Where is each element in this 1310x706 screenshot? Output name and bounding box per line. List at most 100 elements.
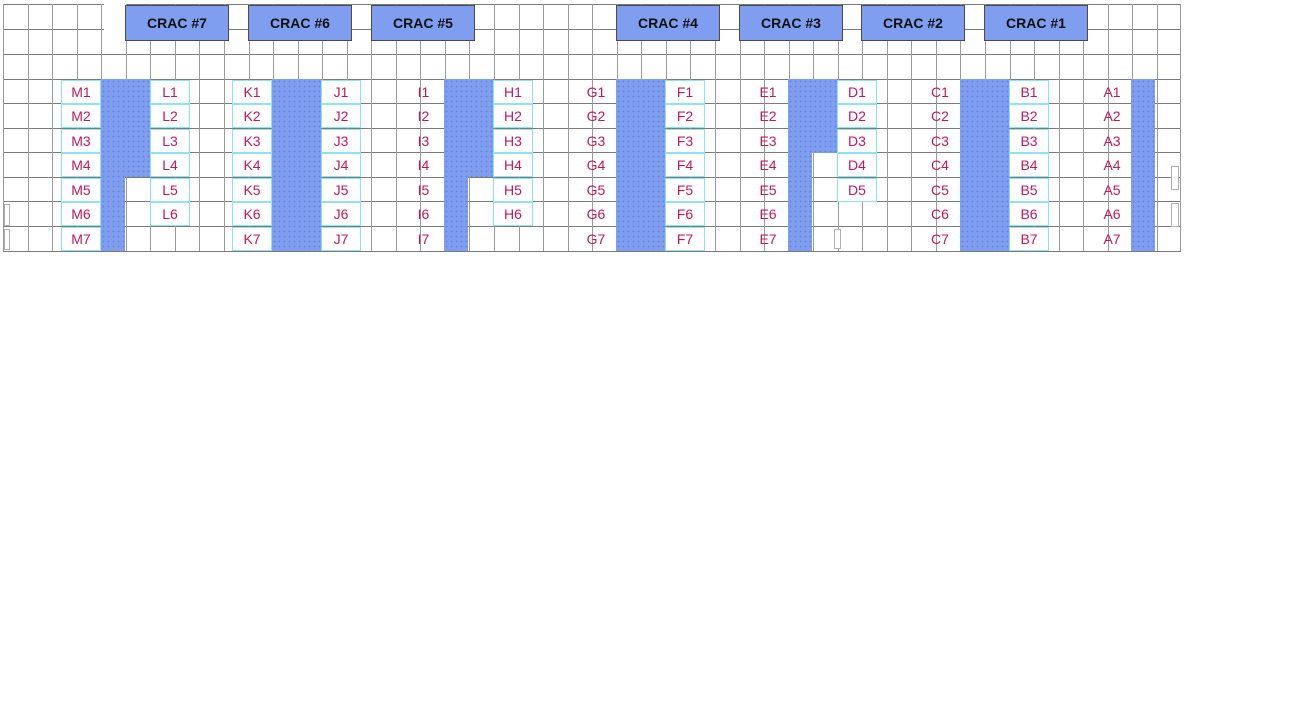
rack-g4[interactable]: G4 bbox=[586, 157, 606, 173]
rack-f7[interactable]: F7 bbox=[665, 227, 705, 251]
rack-m3[interactable]: M3 bbox=[61, 129, 101, 153]
rack-d5[interactable]: D5 bbox=[837, 178, 877, 202]
rack-l6[interactable]: L6 bbox=[150, 202, 190, 226]
crac-unit-7[interactable]: CRAC #7 bbox=[125, 5, 229, 41]
rack-b5[interactable]: B5 bbox=[1009, 178, 1049, 202]
rack-b4[interactable]: B4 bbox=[1009, 153, 1049, 177]
rack-c4[interactable]: C4 bbox=[931, 157, 949, 173]
rack-i5[interactable]: I5 bbox=[417, 182, 430, 198]
rack-b2[interactable]: B2 bbox=[1009, 104, 1049, 128]
rack-g3[interactable]: G3 bbox=[586, 133, 606, 149]
rack-k4[interactable]: K4 bbox=[232, 153, 272, 177]
rack-g5[interactable]: G5 bbox=[586, 182, 606, 198]
rack-k6[interactable]: K6 bbox=[232, 202, 272, 226]
rack-b1[interactable]: B1 bbox=[1009, 80, 1049, 104]
rack-h1[interactable]: H1 bbox=[493, 80, 533, 104]
rack-j4[interactable]: J4 bbox=[321, 153, 361, 177]
equipment-tag bbox=[1171, 203, 1179, 227]
rack-a4[interactable]: A4 bbox=[1103, 157, 1121, 173]
rack-e1[interactable]: E1 bbox=[759, 84, 777, 100]
rack-l2[interactable]: L2 bbox=[150, 104, 190, 128]
rack-e4[interactable]: E4 bbox=[759, 157, 777, 173]
rack-d3[interactable]: D3 bbox=[837, 129, 877, 153]
crac-unit-2[interactable]: CRAC #2 bbox=[861, 5, 965, 41]
rack-i1[interactable]: I1 bbox=[417, 84, 430, 100]
rack-e5[interactable]: E5 bbox=[759, 182, 777, 198]
rack-a5[interactable]: A5 bbox=[1103, 182, 1121, 198]
rack-c7[interactable]: C7 bbox=[931, 231, 949, 247]
crac-unit-1[interactable]: CRAC #1 bbox=[984, 5, 1088, 41]
rack-k5[interactable]: K5 bbox=[232, 178, 272, 202]
rack-e3[interactable]: E3 bbox=[759, 133, 777, 149]
rack-g6[interactable]: G6 bbox=[586, 206, 606, 222]
rack-d2[interactable]: D2 bbox=[837, 104, 877, 128]
rack-k2[interactable]: K2 bbox=[232, 104, 272, 128]
rack-l4[interactable]: L4 bbox=[150, 153, 190, 177]
crac-unit-4[interactable]: CRAC #4 bbox=[616, 5, 720, 41]
grid-line-vertical bbox=[740, 4, 741, 251]
rack-a2[interactable]: A2 bbox=[1103, 108, 1121, 124]
rack-g1[interactable]: G1 bbox=[586, 84, 606, 100]
grid-line-vertical bbox=[764, 4, 765, 251]
rack-c5[interactable]: C5 bbox=[931, 182, 949, 198]
rack-j7[interactable]: J7 bbox=[321, 227, 361, 251]
rack-j5[interactable]: J5 bbox=[321, 178, 361, 202]
rack-e6[interactable]: E6 bbox=[759, 206, 777, 222]
rack-h3[interactable]: H3 bbox=[493, 129, 533, 153]
rack-j6[interactable]: J6 bbox=[321, 202, 361, 226]
rack-f5[interactable]: F5 bbox=[665, 178, 705, 202]
rack-i6[interactable]: I6 bbox=[417, 206, 430, 222]
rack-c2[interactable]: C2 bbox=[931, 108, 949, 124]
rack-a3[interactable]: A3 bbox=[1103, 133, 1121, 149]
rack-a1[interactable]: A1 bbox=[1103, 84, 1121, 100]
rack-k7[interactable]: K7 bbox=[232, 227, 272, 251]
rack-f4[interactable]: F4 bbox=[665, 153, 705, 177]
crac-unit-3[interactable]: CRAC #3 bbox=[739, 5, 843, 41]
rack-a6[interactable]: A6 bbox=[1103, 206, 1121, 222]
rack-g2[interactable]: G2 bbox=[586, 108, 606, 124]
rack-j3[interactable]: J3 bbox=[321, 129, 361, 153]
rack-c1[interactable]: C1 bbox=[931, 84, 949, 100]
crac-unit-6[interactable]: CRAC #6 bbox=[248, 5, 352, 41]
rack-h4[interactable]: H4 bbox=[493, 153, 533, 177]
rack-f6[interactable]: F6 bbox=[665, 202, 705, 226]
grid-line-vertical bbox=[3, 4, 4, 251]
rack-i3[interactable]: I3 bbox=[417, 133, 430, 149]
rack-i7[interactable]: I7 bbox=[417, 231, 430, 247]
rack-m7[interactable]: M7 bbox=[61, 227, 101, 251]
rack-f2[interactable]: F2 bbox=[665, 104, 705, 128]
rack-m6[interactable]: M6 bbox=[61, 202, 101, 226]
rack-m1[interactable]: M1 bbox=[61, 80, 101, 104]
rack-d4[interactable]: D4 bbox=[837, 153, 877, 177]
cold-aisle bbox=[960, 79, 1009, 251]
rack-m2[interactable]: M2 bbox=[61, 104, 101, 128]
rack-i2[interactable]: I2 bbox=[417, 108, 430, 124]
rack-f1[interactable]: F1 bbox=[665, 80, 705, 104]
rack-e7[interactable]: E7 bbox=[759, 231, 777, 247]
crac-unit-5[interactable]: CRAC #5 bbox=[371, 5, 475, 41]
rack-b6[interactable]: B6 bbox=[1009, 202, 1049, 226]
rack-k3[interactable]: K3 bbox=[232, 129, 272, 153]
rack-f3[interactable]: F3 bbox=[665, 129, 705, 153]
rack-g7[interactable]: G7 bbox=[586, 231, 606, 247]
rack-c6[interactable]: C6 bbox=[931, 206, 949, 222]
rack-j1[interactable]: J1 bbox=[321, 80, 361, 104]
rack-k1[interactable]: K1 bbox=[232, 80, 272, 104]
rack-l3[interactable]: L3 bbox=[150, 129, 190, 153]
rack-l5[interactable]: L5 bbox=[150, 178, 190, 202]
rack-e2[interactable]: E2 bbox=[759, 108, 777, 124]
rack-h5[interactable]: H5 bbox=[493, 178, 533, 202]
rack-a7[interactable]: A7 bbox=[1103, 231, 1121, 247]
rack-b3[interactable]: B3 bbox=[1009, 129, 1049, 153]
rack-c3[interactable]: C3 bbox=[931, 133, 949, 149]
rack-m5[interactable]: M5 bbox=[61, 178, 101, 202]
rack-h6[interactable]: H6 bbox=[493, 202, 533, 226]
rack-b7[interactable]: B7 bbox=[1009, 227, 1049, 251]
cold-aisle bbox=[1131, 79, 1155, 251]
rack-j2[interactable]: J2 bbox=[321, 104, 361, 128]
rack-d1[interactable]: D1 bbox=[837, 80, 877, 104]
rack-l1[interactable]: L1 bbox=[150, 80, 190, 104]
rack-m4[interactable]: M4 bbox=[61, 153, 101, 177]
rack-i4[interactable]: I4 bbox=[417, 157, 430, 173]
rack-h2[interactable]: H2 bbox=[493, 104, 533, 128]
